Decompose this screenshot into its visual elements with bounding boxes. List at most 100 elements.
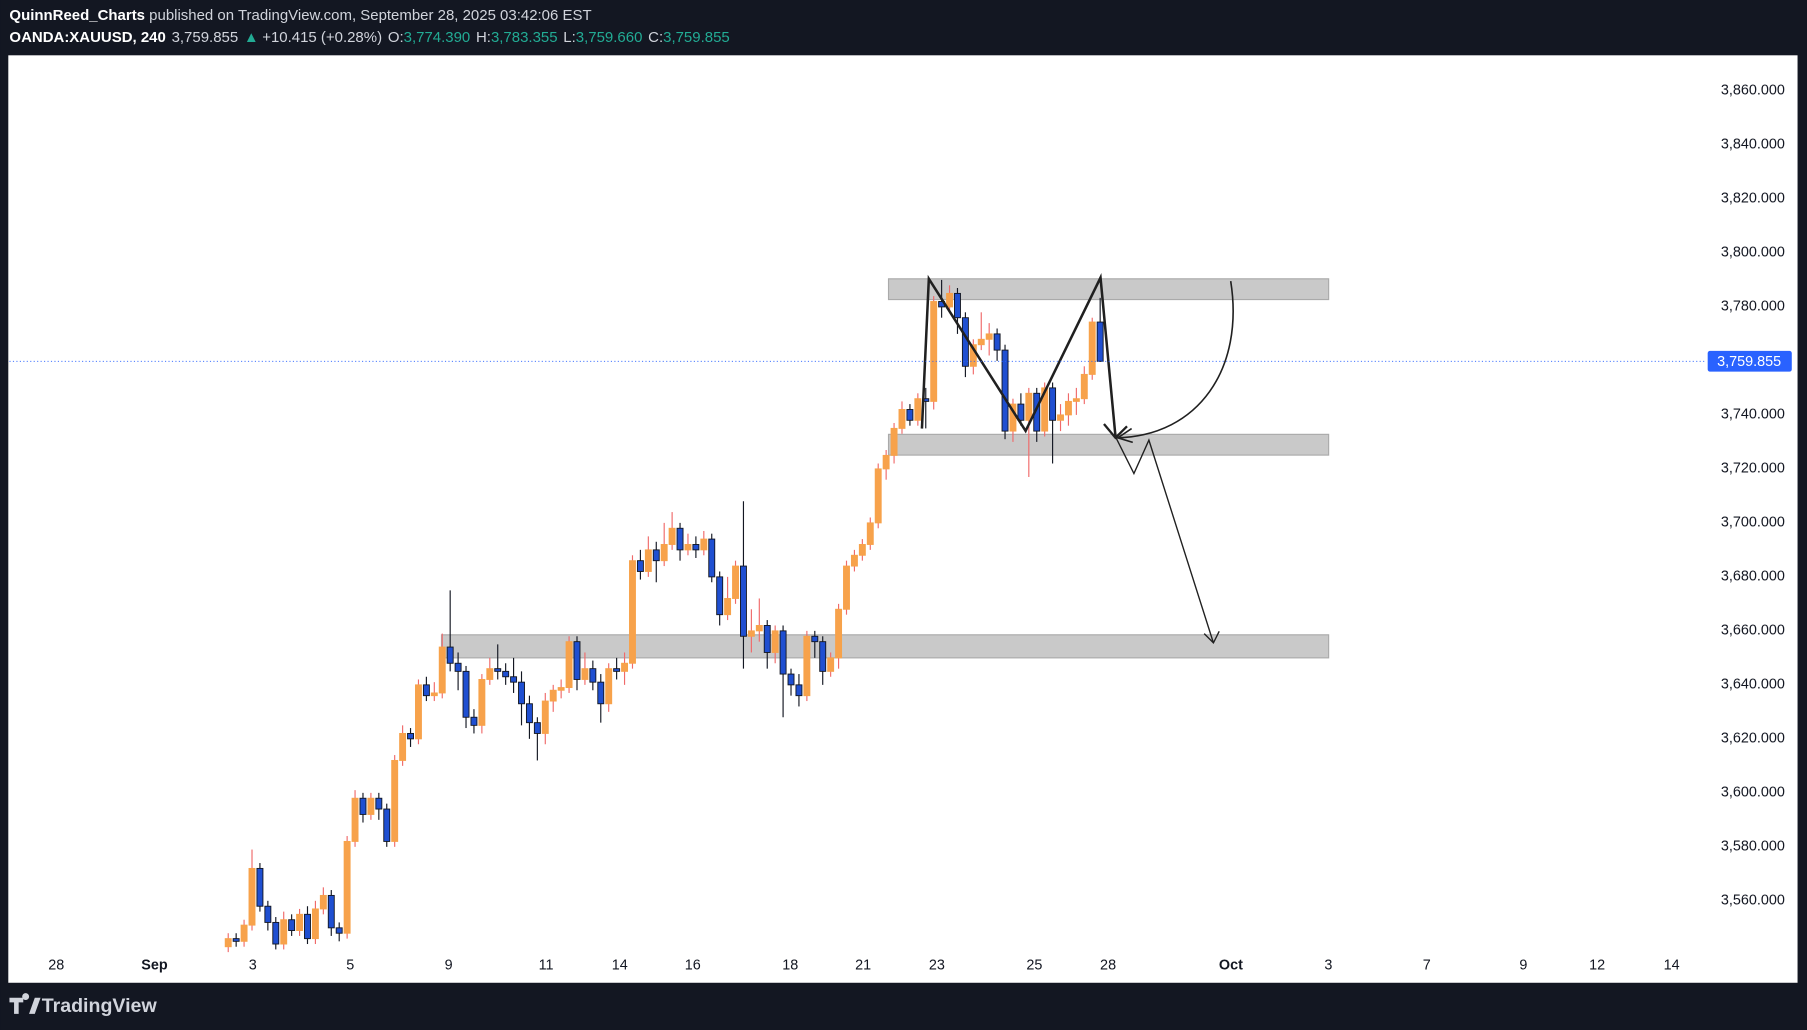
candle-body xyxy=(232,938,240,942)
y-tick-label: 3,580.000 xyxy=(1721,839,1785,855)
candle-body xyxy=(391,759,399,842)
candle-body xyxy=(359,797,367,815)
candle-body xyxy=(581,668,589,680)
candle-body xyxy=(692,544,700,551)
candle-body xyxy=(636,560,644,572)
candle-body xyxy=(525,703,533,724)
candle-body xyxy=(747,630,755,637)
candle-body xyxy=(977,338,985,346)
candle-body xyxy=(280,919,288,945)
y-tick-label: 3,860.000 xyxy=(1721,83,1785,99)
candle-body xyxy=(478,678,486,726)
header-line-2: OANDA:XAUUSD, 240 3,759.855 ▲ +10.415 (+0.2… xyxy=(9,29,729,46)
candle-body xyxy=(256,867,264,907)
y-tick-label: 3,840.000 xyxy=(1721,137,1785,153)
candle-body xyxy=(1057,414,1064,421)
candle-body xyxy=(732,565,739,599)
resistance-zone xyxy=(887,278,1330,301)
published: published on TradingView.com, September … xyxy=(145,7,592,24)
candle-body xyxy=(850,554,858,567)
candle-body xyxy=(1096,321,1104,362)
candle-body xyxy=(1064,400,1072,416)
candle-body xyxy=(565,641,573,689)
candle-body xyxy=(494,668,502,672)
candle-body xyxy=(240,924,248,942)
candle-body xyxy=(708,538,716,578)
symbol: OANDA:XAUUSD, 240 xyxy=(9,29,165,46)
footer: TradingView xyxy=(9,993,157,1017)
high-label: H: xyxy=(476,29,491,46)
candle-body xyxy=(399,732,407,761)
candle-body xyxy=(557,687,565,691)
candle-body xyxy=(890,427,898,456)
arrow-head xyxy=(1203,631,1220,645)
candle-body xyxy=(811,635,819,643)
candle-body xyxy=(954,292,961,319)
candle-body xyxy=(993,333,1001,351)
candle-body xyxy=(684,544,692,551)
candle-body xyxy=(763,625,771,653)
last-price-box xyxy=(1707,350,1792,372)
candle-body xyxy=(1017,403,1025,421)
candle-body xyxy=(454,662,462,672)
support-zone xyxy=(887,433,1330,456)
candle-body xyxy=(724,598,732,616)
candle-body xyxy=(573,641,581,680)
high: 3,783.355 xyxy=(491,29,558,46)
candle-body xyxy=(1072,398,1080,402)
candle-body xyxy=(335,927,343,934)
x-tick-label: 12 xyxy=(1589,957,1605,973)
candle-body xyxy=(644,549,652,572)
candle-body xyxy=(668,527,676,545)
candle-body xyxy=(296,913,304,931)
candle-body xyxy=(779,630,787,675)
candle-body xyxy=(375,797,383,810)
candle-body xyxy=(771,630,779,653)
chart-pane xyxy=(8,55,1798,983)
x-tick-label: 25 xyxy=(1026,957,1042,973)
candle-body xyxy=(613,668,621,672)
candle-body xyxy=(518,681,525,705)
candle-body xyxy=(961,317,969,367)
candle-body xyxy=(510,676,518,683)
projection-arrow xyxy=(1114,436,1215,644)
candle-body xyxy=(906,409,914,421)
candle-body xyxy=(383,808,391,842)
candle-body xyxy=(502,670,510,678)
candle-body xyxy=(787,673,795,686)
candle-body xyxy=(415,684,422,740)
x-tick-label: 5 xyxy=(346,957,354,973)
candle-body xyxy=(866,522,874,545)
candle-body xyxy=(311,908,319,940)
last-price-label: 3,759.855 xyxy=(1717,354,1781,370)
brand: TradingView xyxy=(42,995,158,1017)
y-tick-label: 3,640.000 xyxy=(1721,677,1785,693)
curve-arrow xyxy=(1117,280,1234,439)
candle-body xyxy=(652,549,660,562)
candle-body xyxy=(597,681,605,705)
candle-body xyxy=(470,716,478,726)
candle-body xyxy=(1049,387,1057,421)
candle-body xyxy=(438,646,446,694)
y-tick-label: 3,680.000 xyxy=(1721,569,1785,585)
candle-body xyxy=(1088,321,1096,375)
drawings xyxy=(440,278,1330,659)
y-tick-label: 3,820.000 xyxy=(1721,191,1785,207)
candle-body xyxy=(660,544,668,562)
candle-body xyxy=(422,684,430,697)
y-tick-label: 3,740.000 xyxy=(1721,407,1785,423)
y-tick-label: 3,600.000 xyxy=(1721,785,1785,801)
candles xyxy=(224,279,1104,953)
y-tick-label: 3,660.000 xyxy=(1721,623,1785,639)
x-tick-label: 14 xyxy=(1664,957,1680,973)
y-tick-label: 3,800.000 xyxy=(1721,245,1785,261)
x-tick-label: 23 xyxy=(929,957,945,973)
candle-body xyxy=(541,700,549,734)
candle-body xyxy=(898,409,906,429)
candle-body xyxy=(407,732,414,740)
low-label: L: xyxy=(563,29,575,46)
candle-body xyxy=(882,454,890,470)
candle-body xyxy=(549,689,557,702)
candle-body xyxy=(605,668,613,705)
